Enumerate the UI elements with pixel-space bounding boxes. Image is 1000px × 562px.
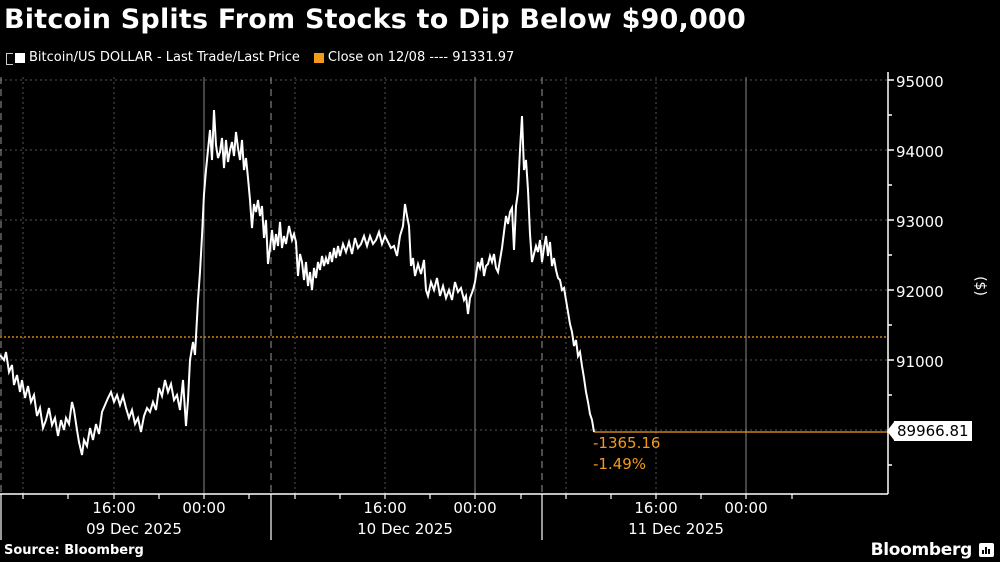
y-axis-unit: ($)	[972, 276, 988, 296]
legend-label: Bitcoin/US DOLLAR - Last Trade/Last Pric…	[29, 50, 300, 65]
chart-title: Bitcoin Splits From Stocks to Dip Below …	[4, 4, 746, 35]
x-tick-label: 00:00	[724, 499, 768, 517]
x-date-label: 10 Dec 2025	[357, 520, 453, 538]
h-gridlines	[0, 79, 888, 431]
y-tick-label: 95000	[896, 73, 944, 91]
legend-label: Close on 12/08 ---- 91331.97	[327, 50, 515, 65]
last-price-label: 89966.81	[894, 421, 972, 441]
bloomberg-chart-icon	[979, 543, 994, 557]
y-tick-label: 92000	[896, 283, 944, 301]
x-tick-label: 16:00	[634, 499, 678, 517]
day-dashes	[0, 77, 543, 494]
legend-item-close: Close on 12/08 ---- 91331.97	[313, 50, 515, 65]
legend: Bitcoin/US DOLLAR - Last Trade/Last Pric…	[6, 50, 528, 65]
x-tick-label: 00:00	[182, 499, 226, 517]
source-note: Source: Bloomberg	[4, 543, 144, 558]
x-tick-label: 16:00	[363, 499, 407, 517]
x-tick-label: 00:00	[453, 499, 497, 517]
price-line	[0, 109, 595, 456]
x-axis-ticks	[22, 494, 793, 499]
legend-swatch-orange	[313, 52, 324, 63]
change-percent: -1.49%	[593, 455, 647, 473]
y-tick-label: 93000	[896, 213, 944, 231]
x-date-label: 11 Dec 2025	[628, 520, 724, 538]
legend-item-bitcoin: Bitcoin/US DOLLAR - Last Trade/Last Pric…	[15, 50, 300, 65]
bloomberg-logo: Bloomberg	[870, 540, 973, 560]
change-absolute: -1365.16	[593, 434, 661, 452]
x-tick-label: 16:00	[92, 499, 136, 517]
x-date-label: 09 Dec 2025	[86, 520, 182, 538]
day-separators	[0, 494, 543, 540]
legend-swatch-white	[15, 52, 25, 63]
y-axis-ticks	[888, 79, 894, 466]
y-tick-label: 91000	[896, 353, 944, 371]
y-tick-label: 94000	[896, 143, 944, 161]
pin-icon[interactable]	[6, 52, 13, 65]
